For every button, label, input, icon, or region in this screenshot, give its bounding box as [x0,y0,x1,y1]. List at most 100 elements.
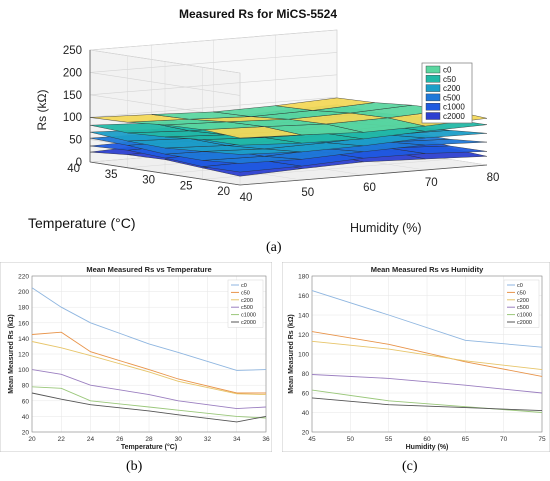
legend-box [503,279,540,328]
plot-frame [311,275,543,433]
temperature-axis-line [89,161,241,186]
z-tick-label: 200 [63,67,82,79]
series-line-c0 [311,290,543,348]
chart-title: Measured Rs for MiCS-5524 [179,7,337,21]
humidity-tick-label: 80 [487,172,500,184]
z-tick-label: 100 [63,112,82,124]
surface-patch [275,97,375,111]
humidity-tick-label: 70 [425,177,438,189]
legend-label-c200: c200 [443,84,461,93]
series-line-c2000 [31,392,267,423]
y-tick-label: 20 [22,430,30,437]
legend-label-c50: c50 [241,290,250,296]
y-tick-label: 20 [302,430,310,437]
temperature-chart-panel: Mean Measured Rs vs Temperature 20 40 60 80 1… [0,261,273,453]
legend-swatch-c500 [425,93,441,102]
y-tick-label: 200 [18,289,29,296]
y-tick-label: 40 [302,410,310,417]
x-tick-label: 28 [145,436,153,443]
sublabel-c: (c) [402,459,418,474]
legend-label-c1000: c1000 [443,103,465,112]
y-tick-label: 100 [298,352,309,359]
legend-label-c1000: c1000 [517,313,532,319]
humidity-tick-label: 60 [363,182,376,194]
temperature-line-chart: Mean Measured Rs vs Temperature 20 40 60 80 1… [0,261,273,453]
legend-swatch-c50 [425,75,441,83]
series-line-c50 [311,331,543,377]
legend-swatch-c200 [425,84,441,92]
x-tick-label: 32 [204,436,212,443]
x-tick-label: 55 [385,436,393,443]
y-tick-label: 80 [22,383,30,390]
x-tick-label: 65 [462,436,470,443]
z-tick-label: 150 [63,90,82,102]
series-line-c1000 [311,389,543,413]
legend-label-c0: c0 [443,66,452,75]
plot-frame [31,275,267,433]
series-line-c200 [31,341,267,396]
chart-title: Mean Measured Rs vs Temperature [86,265,211,274]
legend-box [227,279,264,328]
legend-label-c2000: c2000 [241,320,256,326]
y-tick-label: 40 [22,414,30,421]
z-tick-label: 50 [69,135,82,147]
humidity-tick-label: 50 [301,187,314,199]
series-line-c0 [31,287,267,371]
y-tick-label: 220 [18,274,29,281]
y-tick-label: 60 [22,398,30,405]
x-tick-label: 50 [347,436,355,443]
x-tick-label: 45 [308,436,316,443]
y-axis-label: Mean Measured Rs (kΩ) [288,314,295,394]
x-tick-label: 30 [175,436,183,443]
sublabel-a: (a) [266,240,282,255]
legend-label-c50: c50 [443,75,456,84]
legend-label-c200: c200 [241,298,253,304]
surface-plot-area: 0 50 100 150 200 250 20 25 30 35 40 40 50 60 70 80 [63,29,500,204]
legend-swatch-c1000 [425,102,441,111]
z-tick-label: 0 [76,157,82,169]
series-line-c200 [311,340,543,371]
chart-title: Mean Measured Rs vs Humidity [371,265,484,274]
humidity-line-chart: Mean Measured Rs vs Humidity 20 40 60 80 100 1… [281,261,550,453]
x-tick-label: 70 [500,436,508,443]
series-line-c2000 [311,397,543,412]
y-axis-label: Mean Measured Rs (kΩ) [8,314,15,394]
surface-chart: 0 50 100 150 200 250 20 25 30 35 40 40 50 60 70 80 Measu… [28,7,500,235]
temperature-tick-label: 30 [142,175,155,187]
legend-label-c500: c500 [241,305,253,311]
humidity-axis-label: Humidity (%) [350,221,422,235]
y-tick-label: 120 [18,352,29,359]
surface-chart-panel: 0 50 100 150 200 250 20 25 30 35 40 40 50 60 70 80 Measu… [0,0,550,236]
z-axis-label: Rs (kΩ) [35,90,49,131]
sublabel-b: (b) [126,459,143,474]
legend-label-c0: c0 [517,283,523,289]
y-tick-label: 100 [18,367,29,374]
legend-label-c500: c500 [443,93,461,102]
surface-c0 [89,97,488,139]
temperature-axis-label: Temperature (°C) [28,215,136,231]
x-tick-label: 26 [116,436,124,443]
y-tick-label: 160 [298,293,309,300]
y-tick-label: 60 [302,391,310,398]
series-line-c50 [31,331,266,394]
legend-label-c50: c50 [517,290,526,296]
legend-label-c1000: c1000 [241,313,256,319]
x-axis-label: Temperature (°C) [121,443,177,451]
y-tick-label: 180 [298,274,309,281]
y-tick-label: 160 [18,320,29,327]
legend-label-c2000: c2000 [443,112,465,121]
legend-swatch-c0 [425,65,441,74]
temperature-tick-label: 20 [217,186,230,198]
x-tick-label: 60 [423,436,431,443]
series-line-c1000 [31,386,267,419]
legend-label-c200: c200 [517,298,529,304]
x-tick-label: 24 [87,436,95,443]
x-tick-label: 36 [262,436,270,443]
y-tick-label: 140 [18,336,29,343]
x-tick-label: 34 [233,436,241,443]
legend-label-c500: c500 [517,305,529,311]
x-tick-label: 20 [28,436,36,443]
